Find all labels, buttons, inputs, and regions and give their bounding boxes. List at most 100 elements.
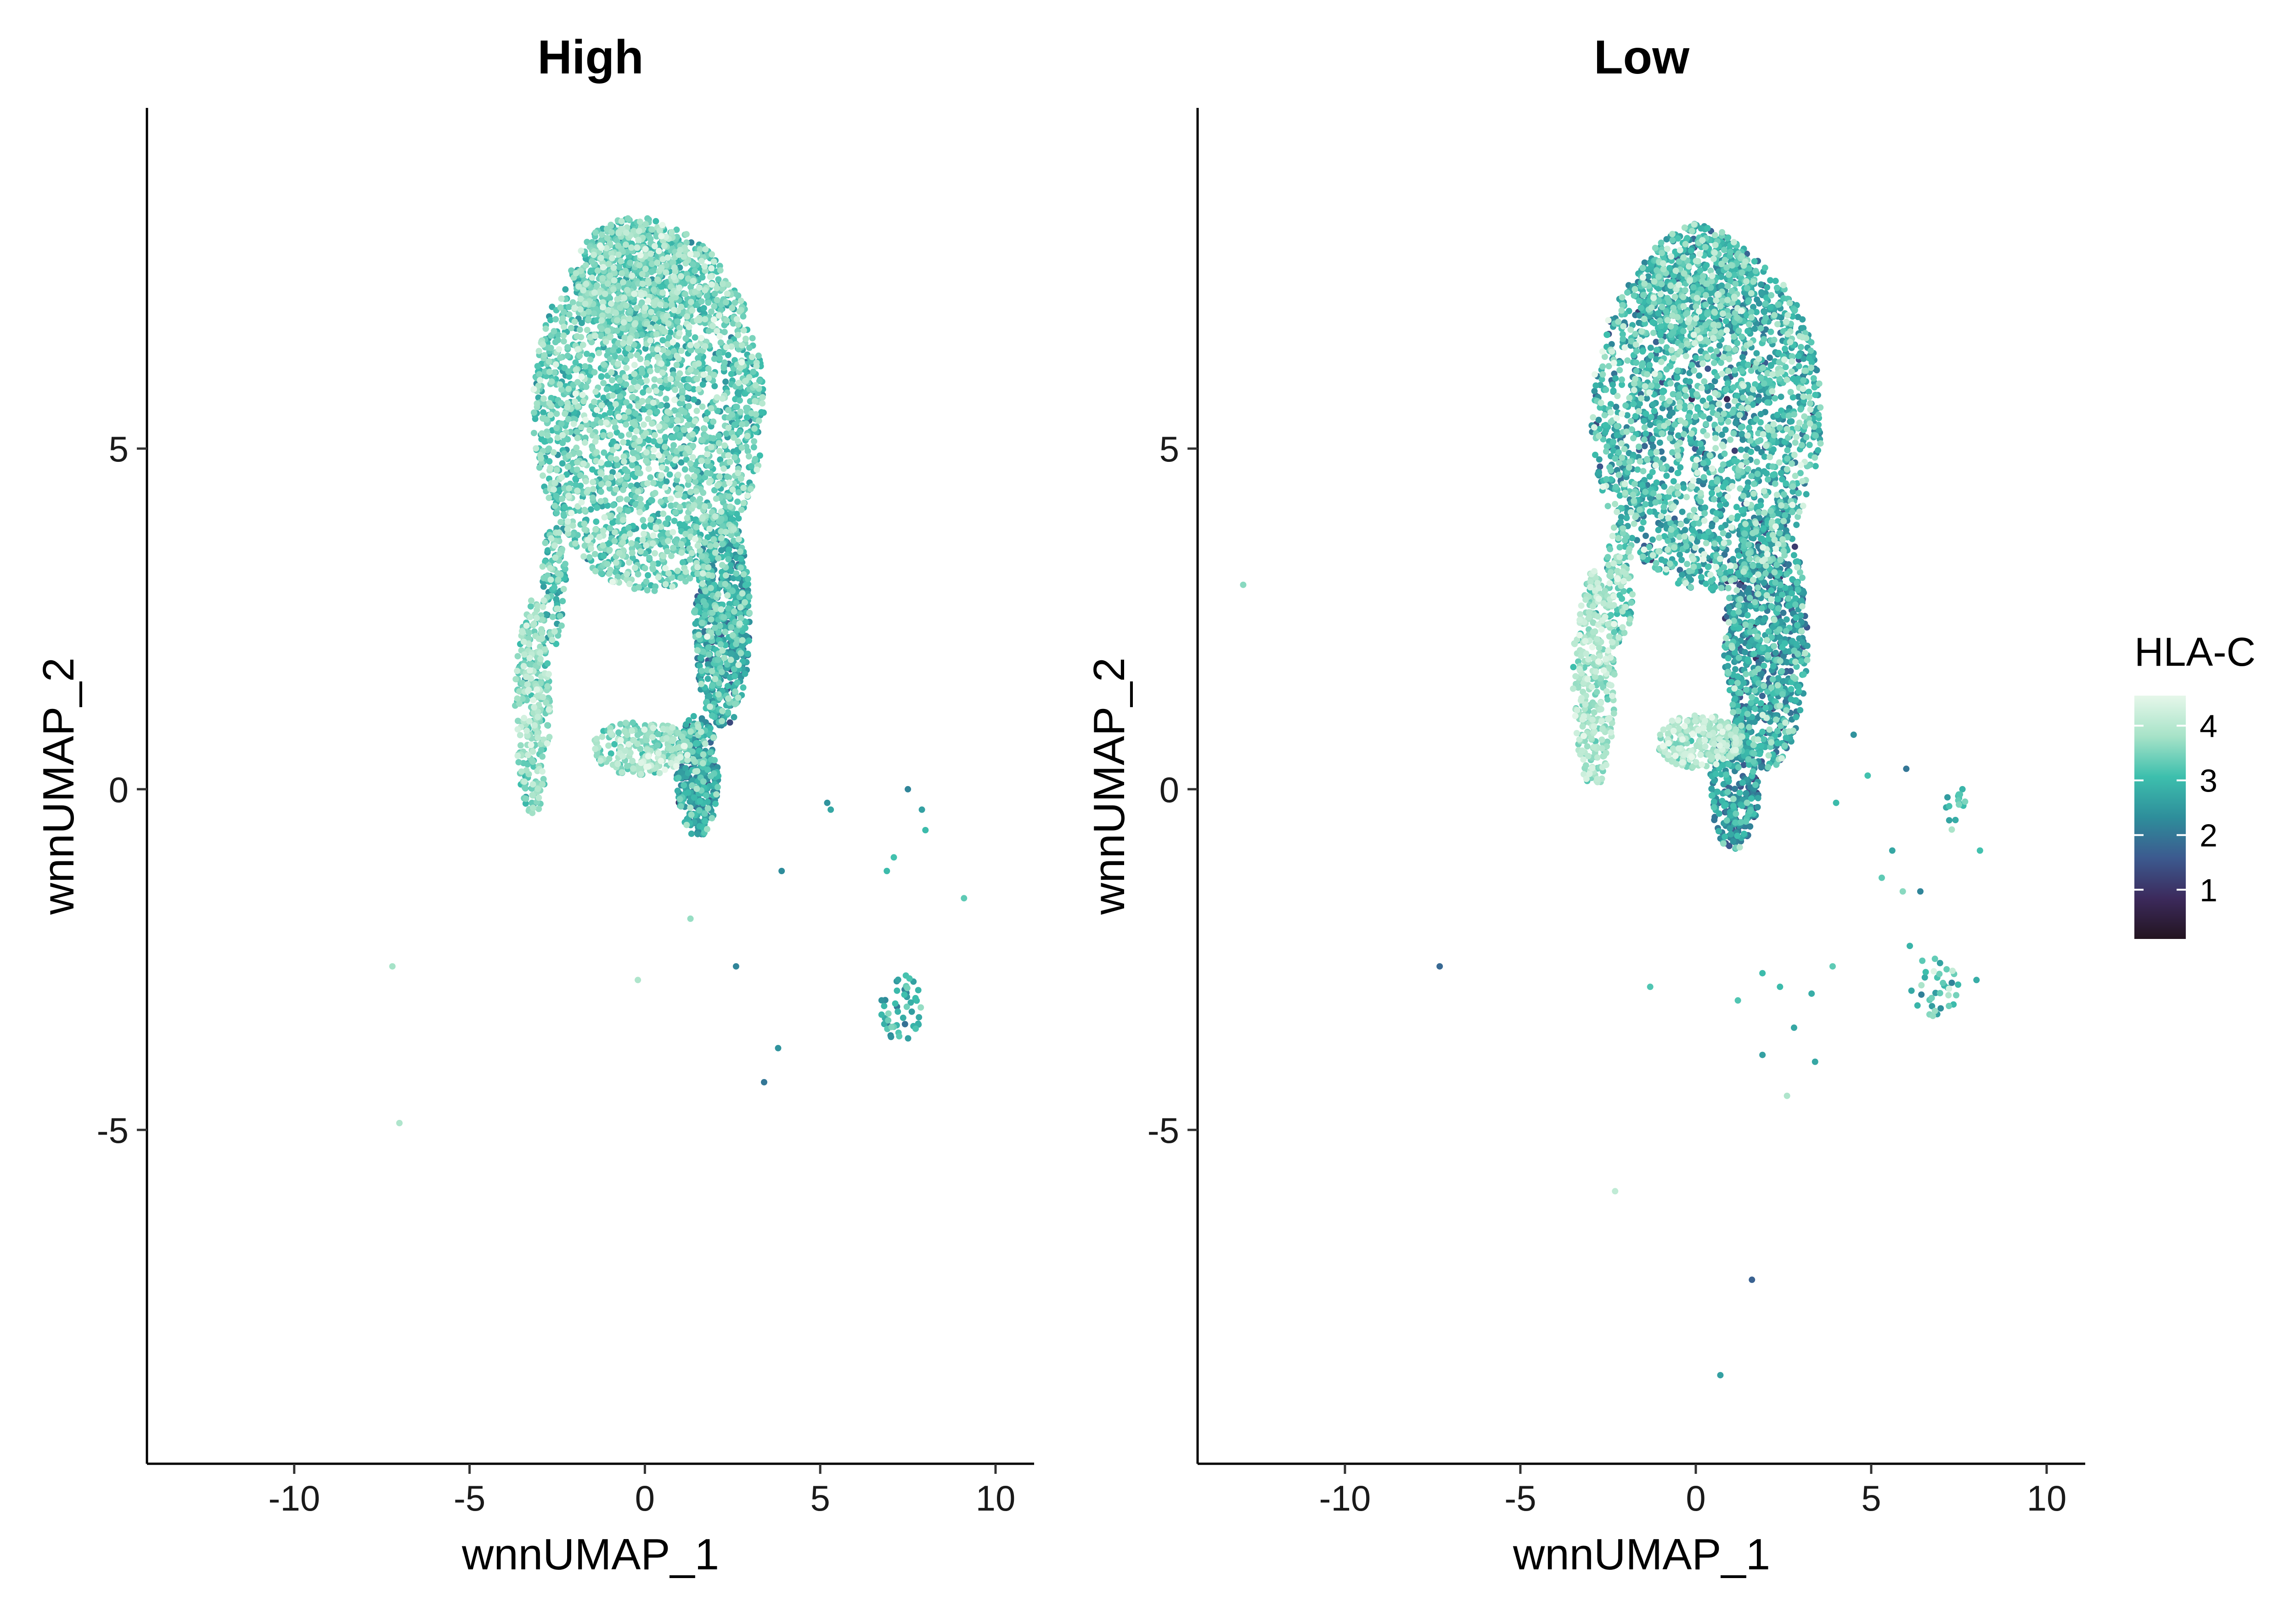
data-point: [695, 360, 702, 367]
data-point: [658, 498, 664, 505]
data-point: [714, 297, 720, 303]
data-point: [617, 393, 624, 400]
data-point: [557, 354, 563, 361]
data-point: [730, 575, 737, 582]
data-point: [565, 416, 572, 422]
data-point: [684, 445, 691, 452]
data-point: [557, 304, 564, 311]
data-point: [702, 818, 709, 825]
data-point: [626, 559, 632, 566]
data-point: [677, 803, 684, 810]
data-point: [908, 1008, 915, 1015]
data-point: [670, 307, 677, 314]
data-point: [606, 570, 613, 577]
data-point: [703, 416, 710, 423]
data-point: [586, 554, 593, 561]
data-point: [622, 241, 629, 248]
data-point: [917, 1004, 924, 1011]
data-point: [682, 765, 689, 772]
data-point: [625, 408, 632, 415]
data-point: [642, 304, 649, 311]
data-point: [657, 377, 664, 384]
data-point: [542, 539, 549, 546]
data-point: [905, 786, 912, 792]
data-point: [587, 356, 594, 363]
data-point: [700, 751, 707, 758]
data-point: [691, 473, 698, 480]
data-point: [529, 781, 536, 788]
data-point: [602, 338, 609, 345]
data-point: [904, 984, 911, 991]
data-point: [559, 460, 566, 467]
x-tick-label: -10: [268, 1478, 320, 1518]
data-point: [672, 457, 679, 464]
data-point: [693, 251, 700, 258]
data-point: [726, 479, 733, 486]
data-point: [540, 341, 546, 348]
data-point: [593, 736, 600, 742]
data-point: [714, 482, 721, 489]
data-point: [649, 540, 656, 547]
data-point: [620, 458, 627, 465]
data-point: [565, 368, 572, 375]
data-point: [702, 588, 709, 595]
data-point: [650, 561, 657, 568]
data-point: [623, 365, 630, 371]
data-point: [705, 644, 712, 651]
data-point: [694, 831, 701, 837]
data-point: [514, 695, 521, 702]
data-point: [529, 792, 536, 799]
data-point: [525, 686, 532, 693]
data-point: [544, 740, 551, 747]
data-point: [552, 554, 559, 561]
data-point: [673, 426, 680, 433]
data-point: [526, 655, 533, 662]
data-point: [564, 344, 571, 351]
data-point: [614, 760, 621, 767]
data-point: [708, 773, 715, 780]
data-point: [604, 280, 611, 287]
data-point: [725, 556, 732, 562]
data-point: [630, 765, 636, 772]
data-point: [546, 358, 552, 365]
data-point: [716, 333, 723, 340]
data-point: [599, 275, 606, 281]
data-point: [755, 352, 762, 359]
data-point: [643, 377, 650, 384]
data-point: [706, 479, 713, 486]
data-point: [639, 536, 646, 543]
data-point: [896, 1033, 903, 1039]
data-point: [678, 541, 685, 548]
data-point: [689, 777, 696, 784]
data-point: [656, 423, 663, 430]
data-point: [735, 332, 742, 338]
data-point: [661, 766, 668, 773]
data-point: [684, 752, 691, 759]
data-point: [534, 602, 541, 609]
data-point: [721, 329, 728, 336]
data-point: [737, 409, 744, 415]
data-point: [580, 398, 587, 405]
data-point: [683, 821, 690, 828]
data-point: [596, 534, 603, 540]
data-point: [549, 636, 556, 643]
data-point: [562, 561, 568, 568]
data-point: [719, 647, 726, 654]
data-point: [581, 542, 588, 549]
data-point: [738, 342, 745, 349]
data-point: [710, 435, 717, 442]
data-point: [705, 299, 712, 306]
data-point: [675, 775, 682, 781]
data-point: [903, 1003, 910, 1010]
data-point: [713, 791, 720, 798]
data-point: [547, 565, 554, 572]
data-point: [687, 460, 694, 467]
data-point: [534, 363, 541, 370]
data-point: [615, 251, 622, 258]
data-point: [725, 709, 732, 716]
data-point: [650, 479, 657, 486]
data-point: [617, 304, 624, 311]
data-point: [677, 486, 684, 493]
data-point: [751, 425, 758, 432]
data-point: [718, 547, 725, 554]
